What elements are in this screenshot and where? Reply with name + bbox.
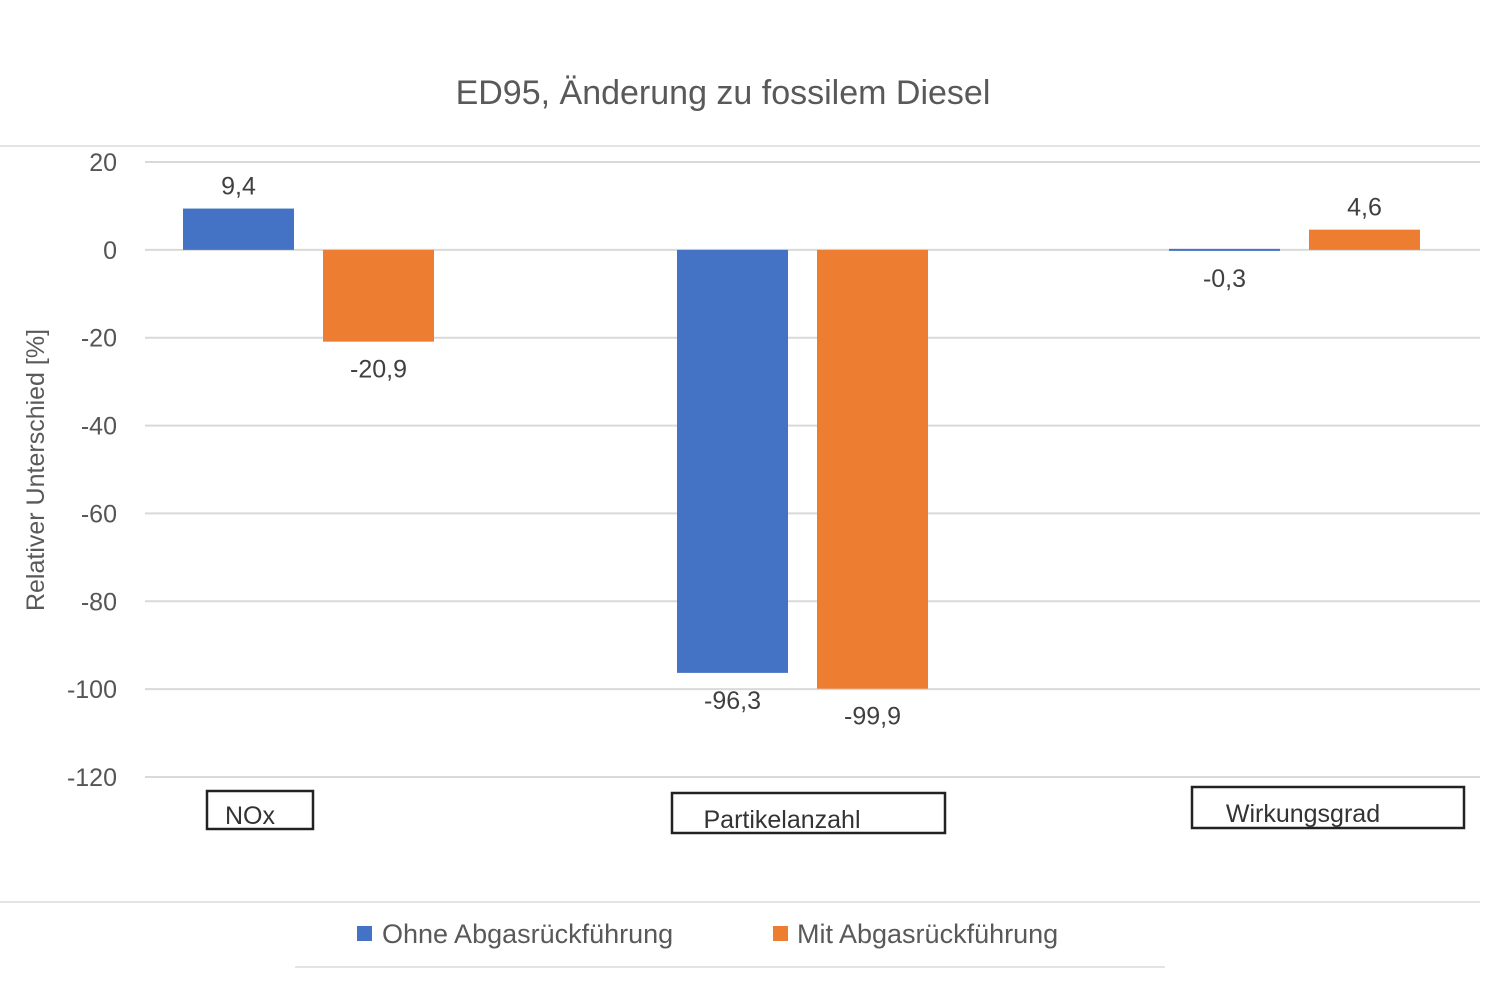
legend-label-ohne: Ohne Abgasrückführung [382,919,673,949]
y-tick-label: 0 [103,237,117,265]
y-tick-label: 20 [89,149,117,177]
gridlines [145,161,1480,778]
bar-wirkungsgrad-ohne [1169,248,1280,251]
legend-swatch-ohne [357,926,372,941]
category-partikelanzahl: Partikelanzahl [670,791,947,835]
chart-title: ED95, Änderung zu fossilem Diesel [456,74,991,112]
bar-wirkungsgrad-mit [1309,229,1420,250]
legend-item-mit: Mit Abgasrückführung [773,919,1058,949]
legend-swatch-mit [773,926,788,941]
data-label-wirkungsgrad-ohne: -0,3 [1203,265,1246,293]
legend-label-mit: Mit Abgasrückführung [797,919,1058,949]
category-box-partikelanzahl [670,791,947,835]
legend-item-ohne: Ohne Abgasrückführung [357,919,673,949]
category-label-partikelanzahl: Partikelanzahl [703,806,860,834]
category-label-nox: NOx [225,802,276,830]
legend: Ohne Abgasrückführung Mit Abgasrückführu… [357,919,1058,949]
category-wirkungsgrad: Wirkungsgrad [1190,785,1466,830]
bar-nox-ohne [183,208,294,250]
y-tick-label: -120 [67,764,117,792]
bars [183,208,1420,689]
bar-partikelanzahl-mit [817,249,928,689]
data-label-nox-mit: -20,9 [350,356,407,384]
y-tick-label: -80 [81,588,117,616]
y-tick-label: -40 [81,413,117,441]
y-axis-ticks: 20 0 -20 -40 -60 -80 -100 -120 [67,149,117,792]
data-label-partikelanzahl-mit: -99,9 [844,703,901,731]
y-axis-label: Relativer Unterschied [%] [22,329,50,611]
bar-partikelanzahl-ohne [677,249,788,673]
y-tick-label: -20 [81,325,117,353]
data-labels: 9,4 -20,9 -96,3 -99,9 -0,3 4,6 [221,173,1382,731]
data-label-wirkungsgrad-mit: 4,6 [1347,194,1382,222]
data-label-nox-ohne: 9,4 [221,173,256,201]
y-tick-label: -60 [81,500,117,528]
category-label-wirkungsgrad: Wirkungsgrad [1226,800,1380,828]
category-box-wirkungsgrad [1190,785,1466,830]
data-label-partikelanzahl-ohne: -96,3 [704,687,761,715]
category-box-nox [205,789,315,831]
bar-nox-mit [323,249,434,342]
category-nox: NOx [205,789,315,831]
y-tick-label: -100 [67,676,117,704]
